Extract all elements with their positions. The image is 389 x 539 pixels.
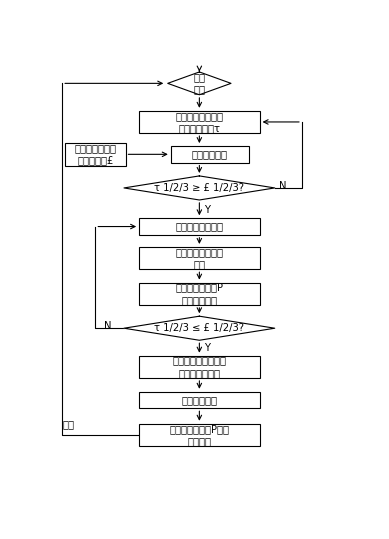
Bar [139,247,260,270]
Text: 读取各工作装置应
力传感器信号τ: 读取各工作装置应 力传感器信号τ [175,110,223,133]
Text: 返回: 返回 [62,419,74,430]
Text: 分析计算处理: 分析计算处理 [192,149,228,160]
Polygon shape [168,72,231,95]
Text: τ 1/2/3 ≥ £ 1/2/3?: τ 1/2/3 ≥ £ 1/2/3? [154,183,244,193]
Text: 恢复发动机转速P至锁
止前状态: 恢复发动机转速P至锁 止前状态 [169,424,230,446]
Text: N: N [104,321,111,331]
Text: 关闭对应先导压力
输出: 关闭对应先导压力 输出 [175,247,223,270]
Bar [139,424,260,446]
Bar [139,110,260,133]
Polygon shape [124,176,275,200]
Bar [139,218,260,235]
Text: 上电
复位: 上电 复位 [193,72,205,94]
Bar [65,143,126,165]
Text: Y: Y [204,204,210,215]
Text: Y: Y [204,343,210,353]
Text: 清除报警显示: 清除报警显示 [181,395,217,405]
Text: 读取各工作装置
允许应力値£: 读取各工作装置 允许应力値£ [74,143,116,165]
Text: τ 1/2/3 ≤ £ 1/2/3?: τ 1/2/3 ≤ £ 1/2/3? [154,323,244,333]
Text: N: N [279,181,287,191]
Bar [139,282,260,305]
Text: 报警信息输出显示: 报警信息输出显示 [175,222,223,232]
Bar [171,146,249,163]
Polygon shape [124,316,275,340]
Text: 降低发动机转速P
进入怨速状态: 降低发动机转速P 进入怨速状态 [175,282,223,305]
Bar [139,392,260,409]
Text: 解除过载方向上的先
导压力输出限制: 解除过载方向上的先 导压力输出限制 [172,356,226,378]
Bar [139,356,260,378]
